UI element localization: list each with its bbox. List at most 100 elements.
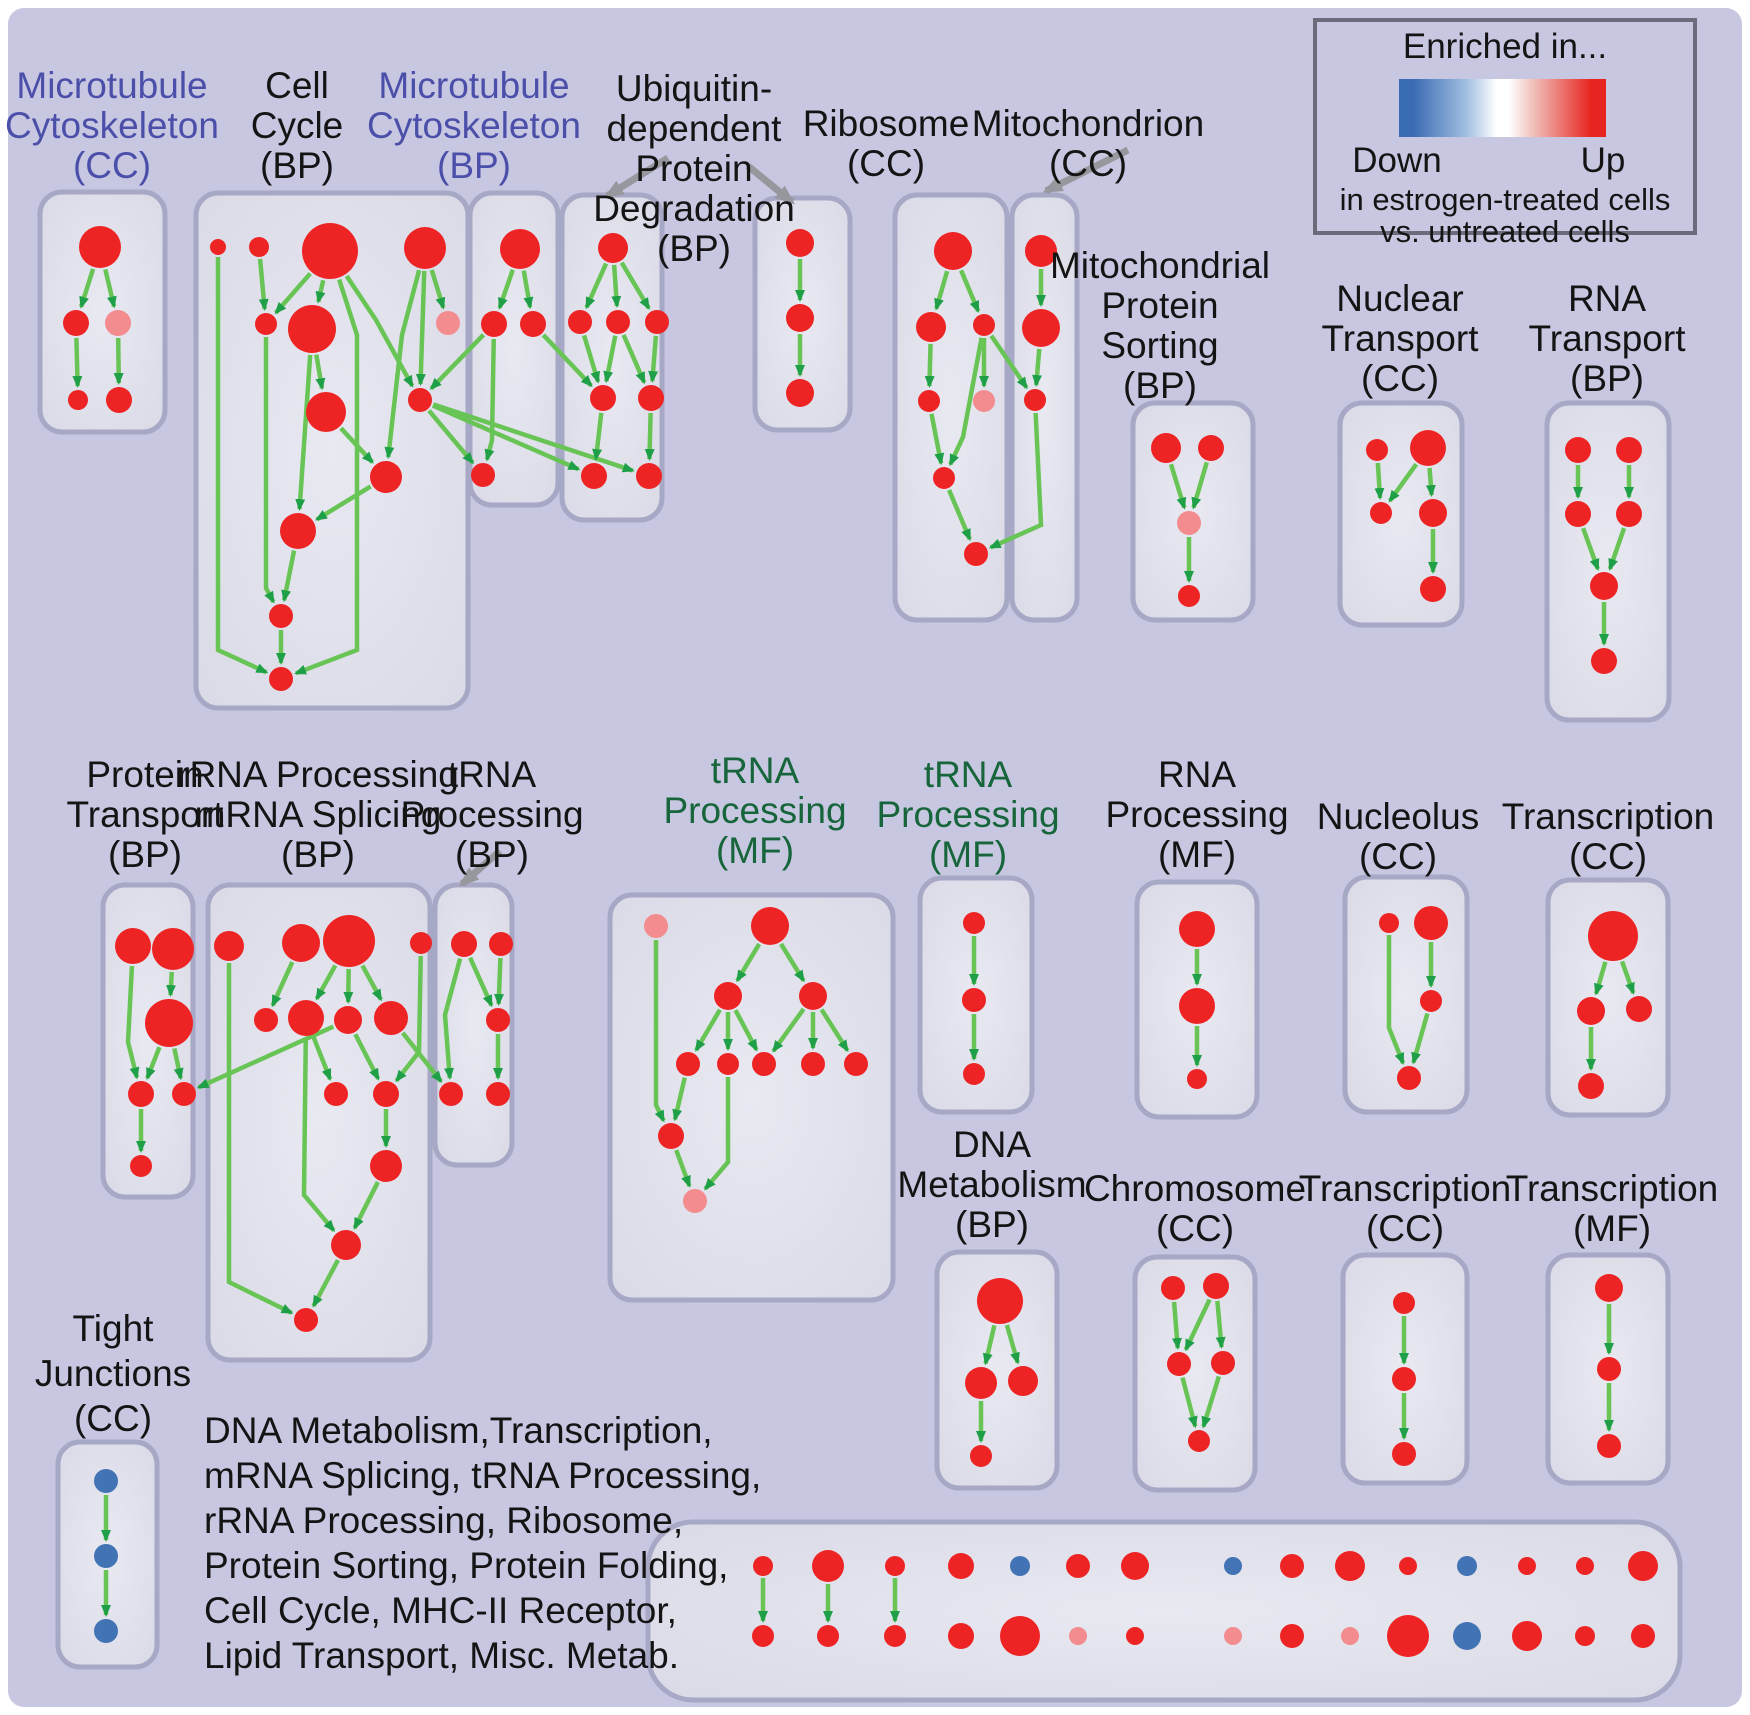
edge-arrow xyxy=(946,489,972,542)
gene-node-e4 xyxy=(1590,572,1618,600)
edge-arrow xyxy=(934,270,950,311)
gene-node-d1 xyxy=(1179,988,1215,1024)
gene-node-t0 xyxy=(1025,235,1057,267)
edge-arrow xyxy=(429,333,486,391)
edge-arrow xyxy=(644,412,655,462)
edge-arrow xyxy=(694,1008,722,1052)
group-box-chromosome-cc xyxy=(1132,1254,1258,1493)
edge-arrow xyxy=(113,337,124,386)
gene-node-a2 xyxy=(63,310,89,336)
gene-node-bb12 xyxy=(1453,1622,1481,1650)
edge-arrow xyxy=(352,1181,380,1230)
edge-arrow xyxy=(315,484,372,522)
edge-arrow xyxy=(145,1046,162,1081)
edge-arrow xyxy=(257,258,269,312)
gene-node-bt2 xyxy=(812,1550,844,1582)
gene-node-d2 xyxy=(1187,1069,1207,1089)
gene-node-bt9 xyxy=(1280,1554,1304,1578)
gene-node-p1 xyxy=(152,928,194,970)
gene-node-q6 xyxy=(334,1006,362,1034)
edge-arrow xyxy=(442,957,463,1081)
gene-node-m3 xyxy=(471,463,495,487)
edge-arrow xyxy=(295,354,313,512)
group-box-mitochondrion-cc xyxy=(1009,192,1080,623)
gene-node-x3 xyxy=(1578,1073,1604,1099)
gene-node-a3 xyxy=(105,310,131,336)
gene-node-bt12 xyxy=(1457,1556,1477,1576)
edge-arrow xyxy=(274,272,312,315)
gene-node-bt10 xyxy=(1335,1551,1365,1581)
gene-node-tj0 xyxy=(94,1469,118,1493)
gene-node-bb2 xyxy=(817,1625,839,1647)
edge-arrow xyxy=(1183,1298,1212,1352)
gene-node-j1 xyxy=(1392,1367,1416,1391)
gene-node-b5 xyxy=(933,467,955,489)
gene-node-c2 xyxy=(302,223,358,279)
gene-node-b1 xyxy=(916,312,946,342)
edge-arrow xyxy=(653,940,666,1123)
gene-node-e3 xyxy=(1616,501,1642,527)
gene-node-bt15 xyxy=(1628,1551,1658,1581)
legend-gradient-bar xyxy=(1399,79,1606,137)
gene-node-j2 xyxy=(1392,1442,1416,1466)
gene-node-bt11 xyxy=(1399,1557,1417,1575)
gene-node-w0 xyxy=(451,931,477,957)
gene-node-u4 xyxy=(590,385,616,411)
gene-node-q3 xyxy=(410,932,432,954)
gene-node-bb14 xyxy=(1575,1626,1595,1646)
gene-node-q1 xyxy=(282,924,320,962)
gene-node-w1 xyxy=(489,932,513,956)
group-box-microtubule-cytoskeleton-cc xyxy=(37,189,168,435)
gene-node-h2 xyxy=(1420,990,1442,1012)
gene-node-k0 xyxy=(1161,1276,1185,1300)
edge-arrow xyxy=(989,334,1029,390)
gene-node-q4 xyxy=(254,1008,278,1032)
gene-node-bb8 xyxy=(1224,1627,1242,1645)
edge-arrow xyxy=(468,956,494,1008)
gene-node-u7 xyxy=(636,463,662,489)
edge-arrow xyxy=(415,270,427,387)
edge-arrow xyxy=(281,550,297,603)
edge-arrow xyxy=(1580,527,1601,571)
gene-node-u0 xyxy=(598,233,628,263)
gene-node-bb4 xyxy=(948,1623,974,1649)
edge-arrow xyxy=(603,335,618,384)
gene-node-t1 xyxy=(1022,309,1060,347)
edge-arrow xyxy=(1425,467,1436,498)
gene-node-bt1 xyxy=(753,1556,773,1576)
gene-node-u5 xyxy=(638,385,664,411)
edge-arrow xyxy=(735,942,762,983)
gene-node-a1 xyxy=(79,226,121,268)
edge-arrow xyxy=(353,1033,381,1081)
edge-arrow xyxy=(315,279,326,304)
edge-arrow xyxy=(648,335,659,384)
edge-arrow xyxy=(72,337,83,389)
edge-arrow xyxy=(584,262,609,310)
edge-arrow xyxy=(982,1324,997,1366)
gene-node-p3 xyxy=(128,1081,154,1107)
edge-arrow xyxy=(611,264,622,309)
edge-arrow xyxy=(196,1024,335,1090)
gene-node-e1 xyxy=(1616,437,1642,463)
edge-arrow xyxy=(541,333,593,388)
edge-arrow xyxy=(215,257,269,675)
gene-node-b0 xyxy=(934,232,972,270)
gene-node-g1 xyxy=(751,907,789,945)
gene-node-c7 xyxy=(306,392,346,432)
gene-node-c9 xyxy=(370,461,402,493)
gene-node-g8 xyxy=(844,1052,868,1076)
group-box-ribosome-cc xyxy=(892,192,1010,623)
legend-subtitle-line1: in estrogen-treated cells xyxy=(1339,182,1671,217)
gene-node-q11 xyxy=(331,1230,361,1260)
edge-arrow xyxy=(384,269,422,460)
gene-node-m1 xyxy=(481,311,507,337)
edge-arrow xyxy=(294,278,360,676)
group-box-rrna-processing-mrna-splicing-bp xyxy=(205,882,433,1363)
gene-node-g5 xyxy=(717,1053,739,1075)
legend-subtitle-line2: vs. untreated cells xyxy=(1380,214,1630,249)
gene-node-s3 xyxy=(1178,585,1200,607)
edge-arrow xyxy=(311,1258,340,1308)
gene-node-k4 xyxy=(1188,1430,1210,1452)
gene-node-bb11 xyxy=(1387,1615,1429,1657)
